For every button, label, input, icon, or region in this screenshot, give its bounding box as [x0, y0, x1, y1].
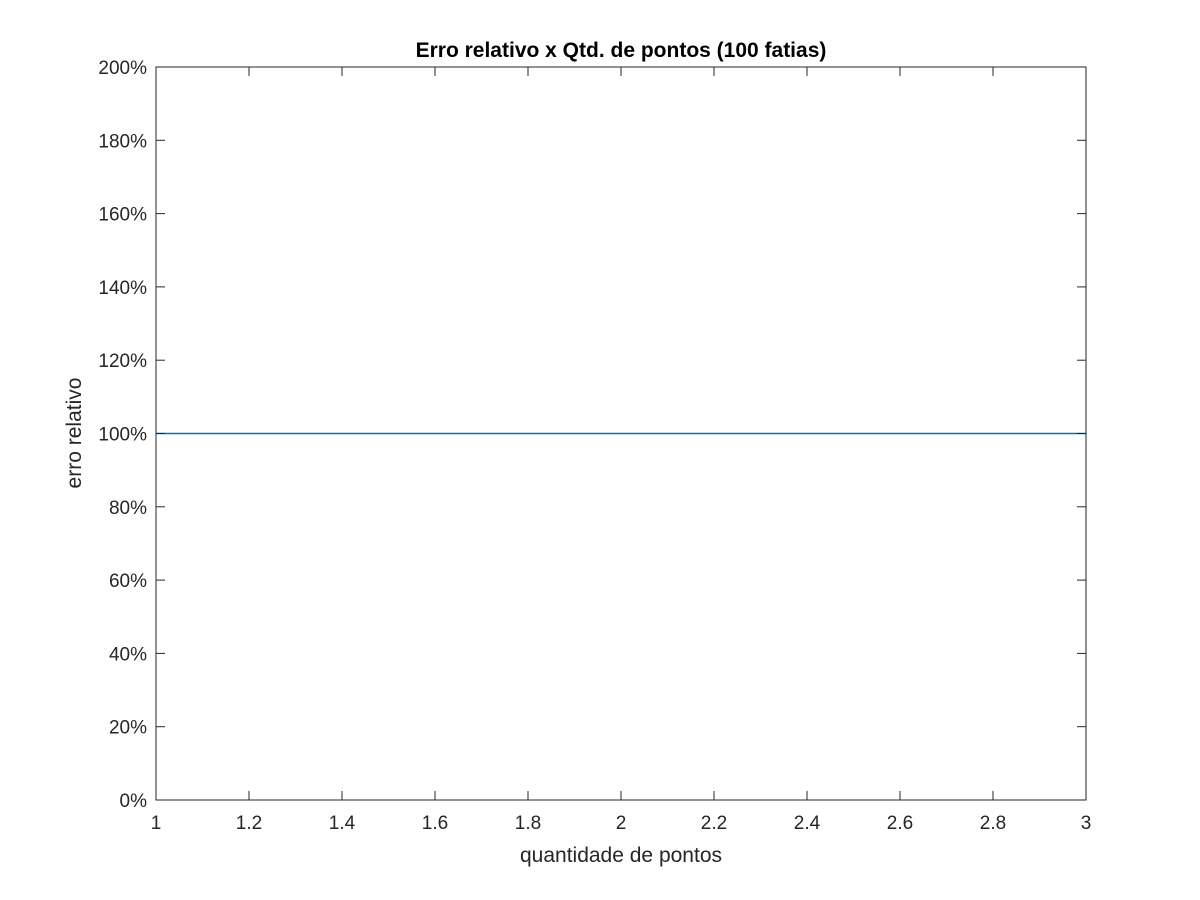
x-tick-label: 1 — [151, 813, 162, 834]
y-axis-ticks: 0% 20% 40% 60% 80% 100% 120% 140% 160% 180% 200% — [98, 58, 1086, 812]
x-tick-label: 1.2 — [236, 813, 262, 834]
y-tick-label: 0% — [120, 791, 148, 812]
y-tick-label: 100% — [98, 425, 147, 446]
y-tick-label: 40% — [109, 644, 147, 665]
y-tick-label: 60% — [109, 571, 147, 592]
y-tick-label: 140% — [98, 278, 147, 299]
x-tick-label: 2.4 — [794, 813, 821, 834]
x-tick-label: 3 — [1081, 813, 1092, 834]
x-tick-label: 1.6 — [422, 813, 448, 834]
x-tick-label: 2.2 — [701, 813, 727, 834]
x-axis-label: quantidade de pontos — [520, 844, 722, 867]
y-tick-label: 120% — [98, 351, 147, 372]
x-tick-label: 1.8 — [515, 813, 541, 834]
y-axis-label: erro relativo — [63, 378, 86, 489]
x-tick-label: 2 — [616, 813, 627, 834]
y-tick-label: 180% — [98, 131, 147, 152]
x-axis-ticks: 1 1.2 1.4 1.6 1.8 2 2.2 2.4 2.6 2.8 3 — [151, 67, 1092, 834]
x-tick-label: 2.8 — [980, 813, 1006, 834]
chart-title: Erro relativo x Qtd. de pontos (100 fati… — [416, 39, 827, 62]
y-tick-label: 160% — [98, 205, 147, 226]
x-tick-label: 2.6 — [887, 813, 913, 834]
y-tick-label: 200% — [98, 58, 147, 79]
x-tick-label: 1.4 — [329, 813, 356, 834]
y-tick-label: 80% — [109, 498, 147, 519]
y-tick-label: 20% — [109, 718, 147, 739]
